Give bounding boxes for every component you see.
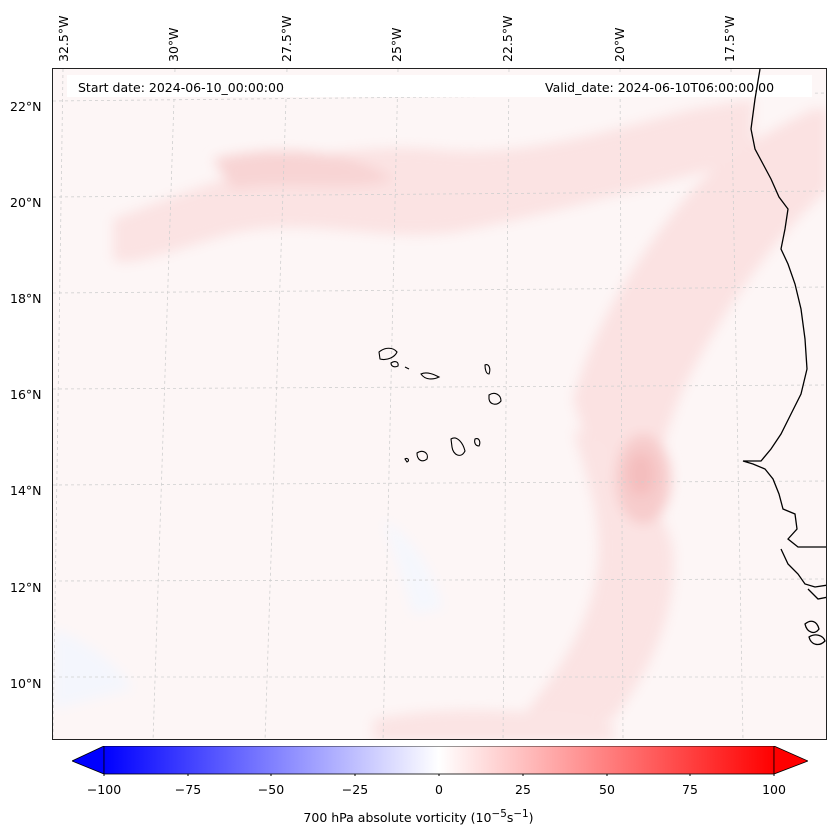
- africa-coast: [742, 69, 826, 548]
- guinea-islands-2: [808, 634, 826, 646]
- santa-luzia: [404, 366, 410, 370]
- lon-label-17-5w: 17.5°W: [722, 15, 737, 62]
- lat-label-20n: 20°N: [10, 195, 42, 210]
- colorbar-tick-0: 0: [435, 782, 443, 797]
- colorbar-tick-minus25: −25: [341, 782, 369, 797]
- lat-label-22n: 22°N: [10, 99, 42, 114]
- sao-nicolau: [420, 372, 441, 380]
- colorbar-tick-minus100: −100: [86, 782, 122, 797]
- colorbar-label-text: 700 hPa absolute vorticity: [303, 810, 467, 826]
- colorbar-label: 700 hPa absolute vorticity (10−5s−1): [303, 808, 534, 826]
- lat-label-18n: 18°N: [10, 291, 42, 306]
- sao-vicente: [390, 361, 399, 368]
- senegal-gambia-coast: [780, 548, 826, 588]
- colorbar-tick-50: 50: [599, 782, 615, 797]
- sal: [484, 364, 491, 375]
- maio: [474, 438, 481, 447]
- graticule: [53, 69, 826, 739]
- lat-label-16n: 16°N: [10, 387, 42, 402]
- colorbar-tick-25: 25: [515, 782, 531, 797]
- santo-antao: [378, 347, 398, 361]
- colorbar-tick-100: 100: [762, 782, 786, 797]
- colorbar-tick-75: 75: [682, 782, 698, 797]
- lon-label-30w: 30°W: [166, 27, 181, 62]
- colorbar-ticks: [103, 774, 775, 776]
- guinea-islands: [804, 620, 820, 634]
- cape-verde-islands: [378, 347, 502, 463]
- lon-label-27-5w: 27.5°W: [279, 15, 294, 62]
- coastline: [742, 69, 826, 646]
- colorbar: [72, 746, 808, 776]
- northern-band: [113, 99, 753, 263]
- lon-label-20w: 20°W: [612, 27, 627, 62]
- lon-label-25w: 25°W: [389, 27, 404, 62]
- negative-patch: [53, 629, 133, 709]
- vorticity-maximum-inner: [627, 452, 655, 496]
- negative-patch-2: [383, 519, 443, 614]
- colorbar-tick-minus50: −50: [257, 782, 285, 797]
- boa-vista: [488, 392, 502, 405]
- valid-date-label: Valid_date: 2024-06-10T06:00:00.00: [545, 80, 775, 95]
- colorbar-tick-minus75: −75: [174, 782, 202, 797]
- lat-label-14n: 14°N: [10, 483, 42, 498]
- guinea-bissau-coast: [807, 588, 826, 600]
- fogo: [416, 450, 428, 462]
- header-strip: [67, 75, 812, 97]
- colorbar-extend-high: [773, 746, 808, 775]
- bottom-band: [373, 709, 613, 739]
- colorbar-body: [103, 746, 775, 775]
- brava: [404, 457, 410, 463]
- start-date-label: Start date: 2024-06-10_00:00:00: [78, 80, 284, 95]
- lat-label-12n: 12°N: [10, 580, 42, 595]
- lon-label-22-5w: 22.5°W: [500, 15, 515, 62]
- lon-label-32-5w: 32.5°W: [56, 15, 71, 62]
- colorbar-extend-low: [72, 746, 105, 775]
- santiago: [450, 437, 466, 456]
- map-panel: [52, 68, 827, 740]
- northern-band-core: [213, 150, 393, 189]
- vorticity-map: [53, 69, 826, 739]
- positive-vorticity-bands: [53, 99, 826, 739]
- lat-label-10n: 10°N: [10, 676, 42, 691]
